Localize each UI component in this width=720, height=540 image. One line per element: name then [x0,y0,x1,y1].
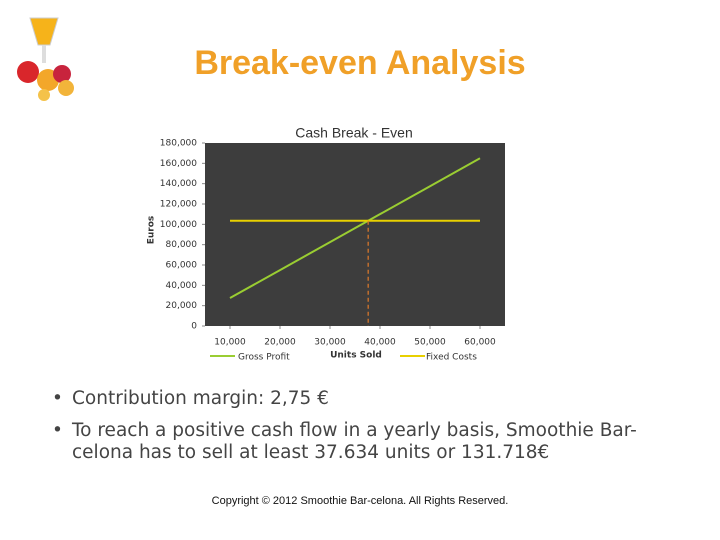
y-tick-label: 60,000 [166,261,198,271]
series-line [229,157,481,299]
x-tick-label: 10,000 [214,338,246,348]
y-tick-label: 140,000 [160,179,197,189]
y-tick-label: 0 [191,322,197,332]
bullet-text: Contribution margin: 2,75 € [72,388,329,409]
legend-label: Fixed Costs [426,353,477,363]
y-tick-label: 160,000 [160,159,197,169]
legend-label: Gross Profit [238,353,290,363]
y-tick-label: 180,000 [160,139,197,149]
chart-title: Cash Break - Even [295,125,413,141]
bullet-list: • Contribution margin: 2,75 € • To reach a… [52,388,672,474]
x-tick-label: 50,000 [414,338,446,348]
y-tick-label: 100,000 [160,220,197,230]
y-tick-label: 80,000 [166,240,198,250]
y-tick-label: 120,000 [160,200,197,210]
x-tick-label: 40,000 [364,338,396,348]
slide-title: Break-even Analysis [194,44,526,82]
y-axis-label: Euros [147,216,157,245]
y-tick-label: 20,000 [166,301,198,311]
x-tick-label: 20,000 [264,338,296,348]
x-tick-label: 30,000 [314,338,346,348]
bullet: • To reach a positive cash flow in a year… [52,420,637,463]
fruit-logo [17,17,74,101]
footer: Copyright © 2012 Smoothie Bar-celona. Al… [211,495,509,507]
x-tick-label: 60,000 [464,338,496,348]
bullet: • Contribution margin: 2,75 € [52,388,329,409]
plot-area [205,143,505,326]
x-axis-label: Units Sold [330,351,382,361]
y-tick-label: 40,000 [166,281,198,291]
bullet-text: To reach a positive cash flow in a yearl… [72,420,637,463]
